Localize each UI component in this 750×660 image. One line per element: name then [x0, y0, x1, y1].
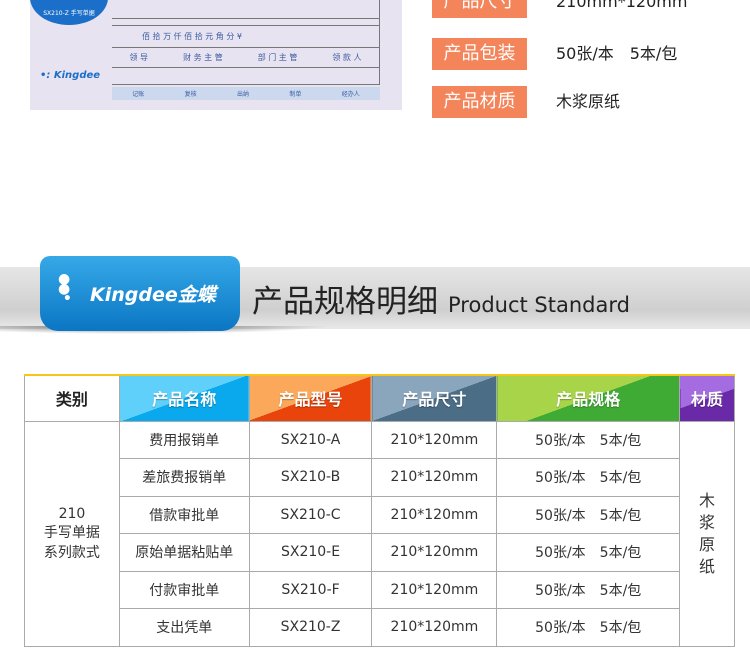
cell-size: 210*120mm: [371, 495, 498, 534]
table-row: 210 手写单据 系列款式 费用报销单 SX210-A 210*120mm 50张/本 …: [24, 420, 735, 647]
footer-label: 经办人: [341, 91, 360, 98]
column-header: 产品名称: [118, 374, 250, 422]
form-grid: 佰 拾 万 仟 佰 拾 元 角 分 ¥ 领 导 财 务 主 管 部 门 主 管 领 款…: [112, 0, 380, 85]
column-header: 产品型号: [248, 374, 373, 422]
kingdee-ribbon-logo: ● ● • Kingdee金蝶: [40, 256, 240, 331]
cell-name: 原始单据粘贴单: [118, 533, 250, 572]
spec-value: 50张/本 5本/包: [556, 44, 678, 63]
title-cn: 产品规格明细: [252, 284, 438, 320]
cell-model: SX210-B: [248, 458, 373, 497]
category-cell: 210 手写单据 系列款式: [24, 420, 120, 647]
spec-label: 产品包装: [432, 38, 527, 70]
title-en: Product Standard: [448, 293, 630, 317]
column-header: 类别: [24, 374, 120, 422]
cell-spec: 50张/本 5本/包: [496, 458, 681, 497]
cell-model: SX210-A: [248, 420, 373, 459]
cell-model: SX210-F: [248, 570, 373, 609]
material-cell: 木 浆 原 纸: [679, 420, 735, 647]
footer-label: 复核: [184, 91, 197, 98]
column-header: 材质: [679, 374, 735, 422]
footer-label: 记账: [132, 91, 145, 98]
spec-label: 产品材质: [432, 86, 527, 118]
cell-name: 借款审批单: [118, 495, 250, 534]
table-row: 支出凭单 SX210-Z 210*120mm 50张/本 5本/包: [25, 608, 735, 647]
cell-size: 210*120mm: [371, 458, 498, 497]
table-row: 付款审批单 SX210-F 210*120mm 50张/本 5本/包: [25, 570, 735, 609]
signer-label: 部 门 主 管: [257, 53, 298, 62]
cell-spec: 50张/本 5本/包: [496, 495, 681, 534]
table-row: 差旅费报销单 SX210-B 210*120mm 50张/本 5本/包: [25, 458, 735, 497]
cell-model: SX210-E: [248, 533, 373, 572]
cell-size: 210*120mm: [371, 420, 498, 459]
table-row: 原始单据粘贴单 SX210-E 210*120mm 50张/本 5本/包: [25, 533, 735, 572]
kingdee-logo: •: Kingdee: [40, 70, 101, 81]
cell-size: 210*120mm: [371, 608, 498, 647]
signer-label: 领 款 人: [332, 53, 362, 62]
signer-row: 领 导财 务 主 管部 门 主 管领 款 人: [112, 47, 379, 67]
cell-model: SX210-C: [248, 495, 373, 534]
spec-label: 产品尺寸: [432, 0, 527, 18]
cell-model: SX210-Z: [248, 608, 373, 647]
amount-row: 佰 拾 万 仟 佰 拾 元 角 分 ¥: [112, 25, 379, 47]
signer-label: 财 务 主 管: [183, 53, 223, 62]
product-seal: SX210-Z 手写单据: [30, 0, 108, 25]
cell-name: 付款审批单: [118, 570, 250, 609]
cell-spec: 50张/本 5本/包: [496, 420, 681, 459]
column-header: 产品尺寸: [371, 374, 498, 422]
form-footer: 记账 复核 出纳 制单 经办人: [112, 87, 380, 100]
cell-spec: 50张/本 5本/包: [496, 533, 681, 572]
signer-label: 领 导: [129, 53, 149, 62]
section-title: 产品规格明细 Product Standard: [252, 276, 630, 321]
footer-label: 出纳: [236, 91, 249, 98]
cell-name: 费用报销单: [118, 420, 250, 459]
product-photo: SX210-Z 手写单据 佰 拾 万 仟 佰 拾 元 角 分 ¥ 领 导 财 务 …: [30, 0, 402, 110]
cell-size: 210*120mm: [371, 533, 498, 572]
spec-value: 木浆原纸: [556, 92, 621, 111]
footer-label: 制单: [289, 91, 302, 98]
ribbon-logo-text: Kingdee金蝶: [90, 284, 216, 306]
column-header: 产品规格: [496, 374, 681, 422]
cell-spec: 50张/本 5本/包: [496, 570, 681, 609]
cell-name: 支出凭单: [118, 608, 250, 647]
cell-name: 差旅费报销单: [118, 458, 250, 497]
cell-spec: 50张/本 5本/包: [496, 608, 681, 647]
spec-value: 210mm*120mm: [556, 0, 688, 11]
spec-table: 类别 产品名称 产品型号 产品尺寸 产品规格 材质 210 手写单据 系列款式 费用报销单 S…: [24, 374, 735, 647]
table-row: 借款审批单 SX210-C 210*120mm 50张/本 5本/包: [25, 495, 735, 534]
cell-size: 210*120mm: [371, 570, 498, 609]
logo-dots-icon: ● ● •: [58, 271, 72, 307]
